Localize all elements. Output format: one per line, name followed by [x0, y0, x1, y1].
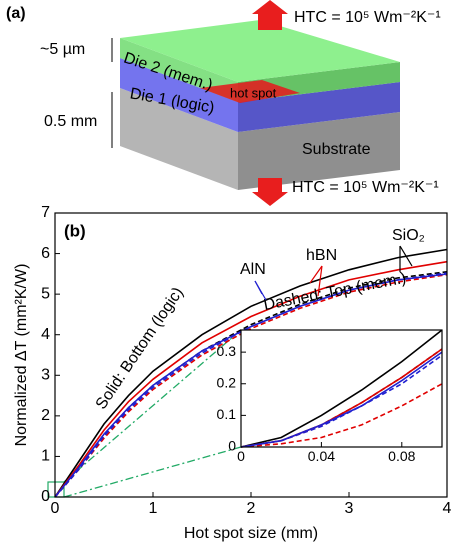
x-tick-label: 0	[237, 448, 245, 464]
label-pointer	[317, 265, 323, 297]
label-pointer	[254, 280, 267, 301]
die1-right	[238, 82, 400, 132]
substrate-left	[120, 88, 238, 190]
zoom-connector	[63, 446, 242, 498]
x-tick-label: 3	[345, 500, 354, 517]
htc-label: HTC = 10⁵ Wm⁻²K⁻¹	[292, 179, 439, 196]
x-tick-label: 0.04	[308, 448, 335, 464]
series-label: AlN	[240, 261, 266, 278]
x-axis-label: Hot spot size (mm)	[184, 525, 318, 542]
plot-frame	[54, 212, 448, 498]
y-tick-label: 0	[41, 488, 50, 505]
hot-spot	[200, 80, 300, 103]
panel-label: (a)	[6, 5, 26, 22]
y-tick-label: 7	[41, 204, 50, 221]
x-tick-label: 0	[51, 500, 60, 517]
layer-label: hot spot	[230, 85, 277, 100]
line-solid	[54, 273, 448, 498]
dim-label: ~5 µm	[40, 41, 85, 58]
y-tick-label: 0.3	[217, 343, 237, 359]
die2-left	[120, 38, 238, 102]
dim-label: 0.5 mm	[44, 113, 97, 130]
y-tick-label: 0.2	[217, 374, 237, 390]
layer-label: Substrate	[302, 141, 371, 158]
line-solid	[54, 248, 448, 498]
stack-diagram	[111, 0, 400, 206]
panel-label: (b)	[64, 221, 86, 240]
label-pointer	[399, 245, 413, 267]
die2-top	[120, 20, 400, 82]
label-pointer	[309, 265, 323, 284]
y-tick-label: 4	[41, 326, 50, 343]
line-solid	[240, 351, 443, 448]
line-solid	[54, 260, 448, 498]
die1-left	[120, 58, 238, 132]
y-tick-label: 2	[41, 407, 50, 424]
line-solid	[240, 329, 443, 448]
y-tick-label: 0.1	[217, 406, 237, 422]
inset-bg	[241, 330, 442, 447]
x-tick-label: 0.08	[388, 448, 415, 464]
plot-frame	[240, 329, 443, 448]
arrow-bottom	[252, 178, 288, 206]
x-tick-label: 2	[247, 500, 256, 517]
htc-label: HTC = 10⁵ Wm⁻²K⁻¹	[294, 9, 441, 26]
series-label: hBN	[306, 247, 337, 264]
x-tick-label: 1	[149, 500, 158, 517]
arrow-top	[252, 0, 288, 30]
x-tick-label: 4	[443, 500, 452, 517]
y-tick-label: 0	[228, 438, 236, 454]
line-dashed	[240, 383, 443, 448]
y-tick-label: 6	[41, 245, 50, 262]
annotation: Solid: Bottom (logic)	[93, 284, 187, 412]
y-axis-label: Normalized ΔT (mm²K/W)	[13, 264, 30, 447]
y-tick-label: 5	[41, 285, 50, 302]
substrate-right	[238, 112, 400, 190]
y-tick-label: 1	[41, 448, 50, 465]
series-label: SiO₂	[392, 227, 425, 244]
zoom-connector	[63, 329, 242, 483]
y-tick-label: 3	[41, 367, 50, 384]
